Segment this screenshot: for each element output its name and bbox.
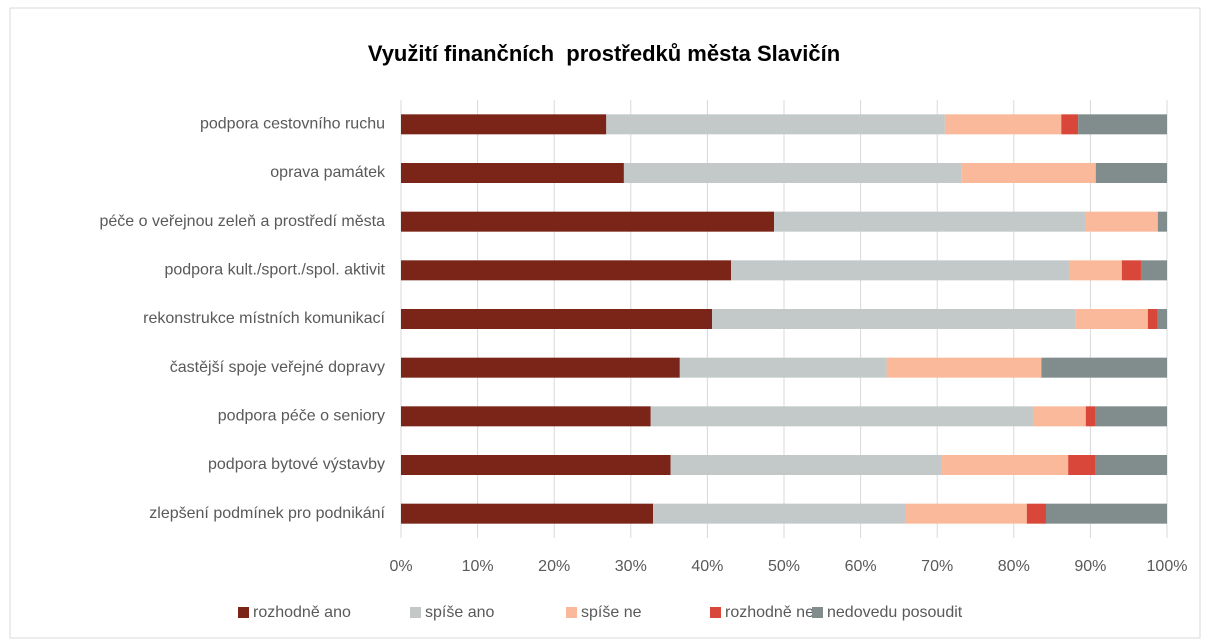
legend-label: spíše ne [581, 604, 642, 621]
bar-segment [711, 309, 1076, 329]
legend-label: spíše ano [425, 604, 494, 621]
bar-segment [623, 163, 962, 183]
bar-segment [1068, 260, 1122, 281]
bar-segment [1095, 455, 1167, 475]
bar-segment [1157, 309, 1167, 329]
x-tick-label: 30% [615, 558, 647, 575]
legend-swatch [566, 607, 577, 618]
y-tick-label: podpora bytové výstavby [208, 456, 385, 473]
bar-segment [961, 163, 1096, 183]
bar-segment [401, 114, 607, 135]
y-tick-label: péče o veřejnou zeleň a prostředí města [100, 213, 386, 230]
bar-segment [886, 357, 1042, 378]
x-tick-label: 90% [1074, 558, 1106, 575]
bar-segment [1075, 309, 1148, 329]
bar-segment [1032, 406, 1086, 427]
chart-title: Využití finančních prostředků města Slav… [368, 41, 840, 66]
bar-segment [401, 309, 712, 329]
y-tick-label: rekonstrukce místních komunikací [143, 310, 385, 327]
bar-segment [401, 260, 732, 281]
bar-segment [1095, 406, 1167, 427]
bar-segment [1045, 503, 1167, 524]
bar-segment [606, 114, 945, 135]
bar-segment [905, 503, 1027, 524]
bar-segment [401, 357, 680, 378]
bar-segment [1078, 114, 1167, 135]
bar-segment [731, 260, 1069, 281]
x-tick-label: 70% [921, 558, 953, 575]
bar-segment [401, 163, 624, 183]
bar-segment [1085, 406, 1096, 427]
bar-segment [1068, 455, 1096, 475]
bar-segment [1061, 114, 1079, 135]
y-tick-label: oprava památek [270, 164, 386, 181]
bar-segment [1121, 260, 1141, 281]
bar-segment [1157, 211, 1167, 232]
x-tick-label: 0% [389, 558, 412, 575]
legend-label: rozhodně ne [725, 604, 814, 621]
y-tick-label: podpora péče o seniory [218, 408, 385, 425]
bar-segment [1041, 357, 1167, 378]
legend-label: rozhodně ano [253, 604, 351, 621]
y-tick-label: podpora cestovního ruchu [200, 116, 385, 133]
bar-segment [650, 406, 1033, 427]
legend-swatch [410, 607, 421, 618]
bar-segment [1095, 163, 1167, 183]
x-tick-label: 50% [768, 558, 800, 575]
bar-segment [401, 406, 651, 427]
bar-segment [670, 455, 942, 475]
bar-segment [401, 211, 775, 232]
y-tick-label: zlepšení podmínek pro podnikání [149, 505, 385, 522]
bar-segment [774, 211, 1086, 232]
bar-segment [1140, 260, 1167, 281]
bar-segment [1026, 503, 1046, 524]
bar-segment [1147, 309, 1158, 329]
legend-swatch [812, 607, 823, 618]
bar-segment [401, 455, 671, 475]
bar-segment [1085, 211, 1158, 232]
bar-segment [941, 455, 1069, 475]
legend-swatch [238, 607, 249, 618]
bar-segment [653, 503, 906, 524]
bar-segment [679, 357, 887, 378]
bar-segment [401, 503, 654, 524]
y-tick-label: podpora kult./sport./spol. aktivit [164, 262, 385, 279]
x-tick-label: 80% [998, 558, 1030, 575]
x-tick-label: 20% [538, 558, 570, 575]
x-tick-label: 100% [1147, 558, 1188, 575]
y-tick-label: častější spoje veřejné dopravy [170, 359, 385, 376]
legend-label: nedovedu posoudit [827, 604, 963, 621]
x-tick-label: 60% [845, 558, 877, 575]
legend-swatch [710, 607, 721, 618]
x-tick-label: 10% [462, 558, 494, 575]
x-tick-label: 40% [691, 558, 723, 575]
bar-segment [944, 114, 1062, 135]
